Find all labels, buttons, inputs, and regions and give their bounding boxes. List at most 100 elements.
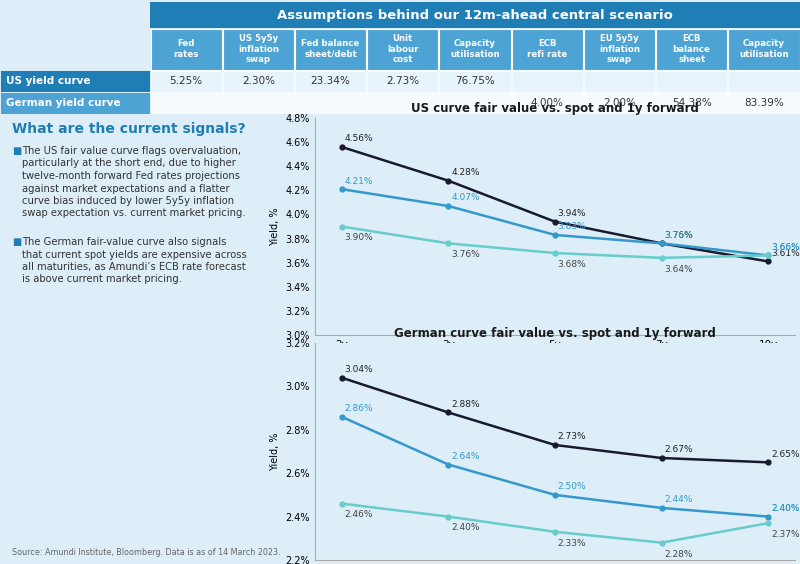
Text: German yield curve: German yield curve (6, 98, 121, 108)
Text: 2.64%: 2.64% (451, 452, 480, 461)
Bar (439, 29, 510, 69)
Text: ■: ■ (12, 237, 22, 247)
Text: 3.90%: 3.90% (345, 233, 373, 243)
Text: 2.30%: 2.30% (242, 76, 275, 86)
Text: ECB
balance
sheet: ECB balance sheet (673, 34, 710, 64)
Legend: Central scenario, Spot, 1y fwd: Central scenario, Spot, 1y fwd (320, 360, 549, 378)
Text: 4.21%: 4.21% (345, 177, 373, 186)
Bar (512, 29, 583, 69)
Text: 3.76%: 3.76% (451, 250, 480, 259)
Text: ■: ■ (12, 146, 22, 156)
Bar (295, 70, 366, 91)
Title: US curve fair value vs. spot and 1y forward: US curve fair value vs. spot and 1y forw… (411, 103, 699, 116)
Text: 4.28%: 4.28% (451, 168, 480, 177)
Text: twelve-month forward Fed rates projections: twelve-month forward Fed rates projectio… (22, 171, 240, 181)
Text: 2.73%: 2.73% (558, 433, 586, 442)
Bar (367, 29, 438, 69)
Text: Unit
labour
cost: Unit labour cost (387, 34, 418, 64)
Bar (150, 29, 222, 69)
Text: 2.37%: 2.37% (771, 530, 800, 539)
Y-axis label: Yield, %: Yield, % (270, 432, 280, 471)
Text: particularly at the short end, due to higher: particularly at the short end, due to hi… (22, 158, 236, 169)
Text: all maturities, as Amundi’s ECB rate forecast: all maturities, as Amundi’s ECB rate for… (22, 262, 246, 272)
Text: is above current market pricing.: is above current market pricing. (22, 275, 182, 284)
Text: US 5y5y
inflation
swap: US 5y5y inflation swap (238, 34, 279, 64)
Text: 23.34%: 23.34% (310, 76, 350, 86)
Text: 2.33%: 2.33% (558, 539, 586, 548)
Text: EU 5y5y
inflation
swap: EU 5y5y inflation swap (599, 34, 640, 64)
Text: US yield curve: US yield curve (6, 76, 90, 86)
Text: 2.40%: 2.40% (771, 504, 800, 513)
Bar (439, 92, 510, 113)
Text: 83.39%: 83.39% (744, 98, 784, 108)
Bar (295, 92, 366, 113)
Bar (150, 70, 222, 91)
Text: What are the current signals?: What are the current signals? (12, 122, 246, 136)
Text: Fed balance
sheet/debt: Fed balance sheet/debt (302, 39, 360, 59)
Text: 2.88%: 2.88% (451, 400, 480, 409)
Text: 2.86%: 2.86% (345, 404, 373, 413)
Text: 5.25%: 5.25% (170, 76, 202, 86)
Text: 2.46%: 2.46% (345, 510, 373, 519)
Bar (512, 70, 583, 91)
Bar (222, 70, 294, 91)
Text: 2.67%: 2.67% (665, 446, 693, 455)
Y-axis label: Yield, %: Yield, % (270, 207, 280, 246)
Text: Capacity
utilisation: Capacity utilisation (739, 39, 789, 59)
Bar (728, 70, 799, 91)
Text: against market expectations and a flatter: against market expectations and a flatte… (22, 183, 230, 193)
Text: Assumptions behind our 12m-ahead central scenario: Assumptions behind our 12m-ahead central… (277, 8, 673, 21)
Bar (584, 92, 655, 113)
Text: 2.65%: 2.65% (771, 450, 800, 459)
Text: 76.75%: 76.75% (455, 76, 495, 86)
Text: The German fair-value curve also signals: The German fair-value curve also signals (22, 237, 226, 247)
Title: German curve fair value vs. spot and 1y forward: German curve fair value vs. spot and 1y … (394, 328, 716, 341)
Bar (295, 29, 366, 69)
Bar (367, 70, 438, 91)
Text: 2.28%: 2.28% (665, 549, 693, 558)
Bar (584, 70, 655, 91)
Text: 54.38%: 54.38% (672, 98, 711, 108)
Text: curve bias induced by lower 5y5y inflation: curve bias induced by lower 5y5y inflati… (22, 196, 234, 206)
Text: ECB
refi rate: ECB refi rate (527, 39, 567, 59)
Text: 3.76%: 3.76% (665, 231, 693, 240)
Text: 2.40%: 2.40% (451, 523, 480, 532)
Text: Source: Amundi Institute, Bloomberg. Data is as of 14 March 2023.: Source: Amundi Institute, Bloomberg. Dat… (12, 548, 281, 557)
Bar (222, 92, 294, 113)
Text: 4.56%: 4.56% (345, 134, 373, 143)
Bar (150, 2, 800, 28)
Text: 3.94%: 3.94% (558, 209, 586, 218)
Text: that current spot yields are expensive across: that current spot yields are expensive a… (22, 249, 246, 259)
Text: 4.07%: 4.07% (451, 193, 480, 202)
Bar (439, 70, 510, 91)
Text: 3.83%: 3.83% (558, 222, 586, 231)
Text: 3.66%: 3.66% (771, 243, 800, 252)
Bar (728, 92, 799, 113)
Text: 3.68%: 3.68% (558, 260, 586, 269)
Text: 2.50%: 2.50% (558, 482, 586, 491)
Text: The US fair value curve flags overvaluation,: The US fair value curve flags overvaluat… (22, 146, 241, 156)
Bar (222, 29, 294, 69)
Bar (584, 29, 655, 69)
Bar (656, 29, 727, 69)
Text: 3.64%: 3.64% (665, 265, 693, 274)
Bar (656, 92, 727, 113)
Bar (150, 92, 222, 113)
Text: Capacity
utilisation: Capacity utilisation (450, 39, 500, 59)
Text: 2.00%: 2.00% (603, 98, 636, 108)
Bar (0, 70, 150, 92)
Text: Fed
rates: Fed rates (174, 39, 198, 59)
Text: 2.73%: 2.73% (386, 76, 419, 86)
Text: 3.61%: 3.61% (771, 249, 800, 258)
Text: 4.00%: 4.00% (530, 98, 564, 108)
Bar (512, 92, 583, 113)
Bar (0, 92, 150, 114)
Text: 3.04%: 3.04% (345, 365, 373, 374)
Bar (367, 92, 438, 113)
Text: 2.40%: 2.40% (771, 504, 800, 513)
Bar (656, 70, 727, 91)
Bar (728, 29, 799, 69)
Text: 3.66%: 3.66% (771, 243, 800, 252)
Text: swap expectation vs. current market pricing.: swap expectation vs. current market pric… (22, 209, 246, 218)
Text: 3.76%: 3.76% (665, 231, 693, 240)
